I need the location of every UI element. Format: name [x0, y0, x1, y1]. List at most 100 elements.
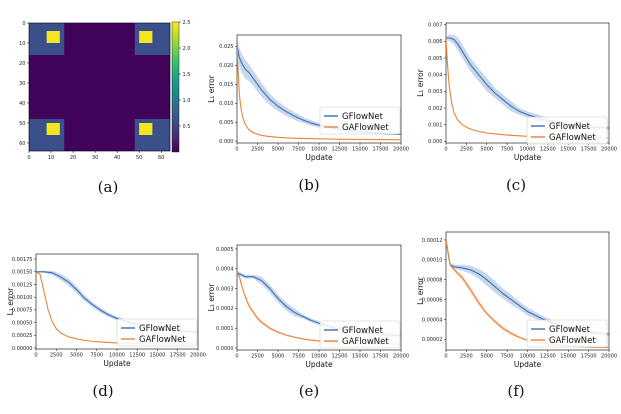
colorbar-tick-label: 1.5	[183, 72, 191, 78]
y-axis-label: L₁ error	[416, 276, 425, 305]
y-tick-label: 0.005	[219, 120, 233, 126]
y-axis-label: L₁ error	[207, 74, 216, 103]
x-tick-label: 5000	[480, 354, 493, 360]
x-tick-label: 5000	[272, 147, 285, 153]
legend-label-gflownet: GFlowNet	[549, 325, 591, 335]
y-tick-label: 0.00010	[422, 258, 443, 264]
y-tick-label: 0.00175	[12, 257, 33, 263]
x-axis-label: Update	[305, 153, 333, 162]
y-tick-label: 0.006	[428, 39, 442, 45]
y-tick-label: 0.00025	[12, 333, 33, 339]
x-tick-label: 5000	[480, 147, 493, 153]
y-tick-label: 0.00000	[12, 346, 33, 352]
x-tick-label: 0	[444, 147, 447, 153]
y-tick-label: 0.025	[219, 44, 233, 50]
caption-e: (e)	[299, 382, 320, 400]
x-tick-label: 7500	[501, 147, 514, 153]
colorbar-tick-label: 1.0	[183, 98, 191, 104]
x-tick-label: 60	[158, 155, 164, 161]
line-chart-panel-c: 0 2500 5000 7500 10000 12500 15000 17500 20000 0.…	[416, 22, 617, 194]
y-tick-label: 0.00002	[422, 337, 443, 343]
band-gflownet	[237, 270, 401, 338]
x-tick-label: 0	[235, 147, 238, 153]
y-axis-label: L₁ error	[207, 283, 216, 312]
legend-box	[526, 319, 608, 348]
x-tick-label: 12500	[540, 354, 556, 360]
x-tick-label: 10000	[109, 353, 125, 359]
legend-label-gaflownet: GAFlowNet	[549, 133, 596, 143]
x-tick-label: 7500	[501, 354, 514, 360]
y-tick-label: 0.007	[428, 22, 442, 28]
colorbar-tick-label: 2.5	[183, 20, 191, 26]
y-tick-label: 0.00006	[422, 297, 443, 303]
band-gflownet	[36, 270, 198, 334]
x-tick-label: 10	[48, 155, 54, 161]
y-tick-label: 0.00150	[12, 270, 33, 276]
x-tick-label: 15000	[352, 354, 368, 360]
x-tick-label: 7500	[292, 354, 305, 360]
x-tick-label: 10000	[520, 147, 536, 153]
y-tick-label: 30	[19, 81, 25, 87]
caption-a: (a)	[98, 178, 119, 196]
x-tick-label: 0	[34, 353, 37, 359]
legend-box	[526, 116, 608, 145]
y-axis-label: L₁ error	[416, 68, 425, 97]
x-axis-label: Update	[305, 360, 333, 369]
x-tick-label: 17500	[581, 354, 597, 360]
y-tick-label: 0.0002	[216, 306, 234, 312]
caption-f: (f)	[507, 382, 524, 400]
x-tick-label: 20000	[190, 353, 206, 359]
x-tick-label: 5000	[70, 353, 83, 359]
x-tick-label: 10000	[311, 147, 327, 153]
y-tick-label: 20	[19, 61, 25, 67]
x-tick-label: 12500	[129, 353, 145, 359]
line-chart-panel-e: 0 2500 5000 7500 10000 12500 15000 17500 20000 0.…	[207, 244, 409, 400]
y-tick-label: 0.000	[219, 139, 233, 145]
legend-label-gaflownet: GAFlowNet	[342, 123, 389, 133]
heatmap-peak-cell	[46, 123, 60, 135]
y-tick-label: 0.00100	[12, 295, 33, 301]
legend-label-gaflownet: GAFlowNet	[342, 337, 389, 347]
y-tick-label: 0.00004	[422, 317, 443, 323]
x-tick-label: 7500	[90, 353, 103, 359]
y-tick-label: 0.003	[428, 89, 442, 95]
y-tick-label: 0.0001	[216, 326, 234, 332]
x-axis-label: Update	[514, 153, 542, 162]
x-tick-label: 10000	[311, 354, 327, 360]
legend-box	[116, 318, 198, 347]
y-tick-label: 0	[22, 21, 25, 27]
x-tick-label: 17500	[373, 147, 389, 153]
x-tick-label: 17500	[373, 354, 389, 360]
heatmap-peak-cell	[139, 31, 153, 43]
x-tick-label: 2500	[251, 147, 264, 153]
y-tick-label: 60	[19, 141, 25, 147]
y-tick-label: 0.004	[428, 72, 442, 78]
x-tick-label: 2500	[50, 353, 63, 359]
x-tick-label: 0	[27, 155, 30, 161]
x-tick-label: 2500	[251, 354, 264, 360]
x-tick-label: 0	[444, 354, 447, 360]
x-tick-label: 12500	[332, 354, 348, 360]
caption-c: (c)	[506, 176, 526, 194]
y-tick-label: 0.00075	[12, 308, 33, 314]
x-tick-label: 0	[235, 354, 238, 360]
colorbar-tick-label: 0.5	[183, 124, 191, 130]
x-tick-label: 20000	[601, 354, 617, 360]
legend-box	[319, 320, 401, 349]
x-tick-label: 10000	[520, 354, 536, 360]
y-tick-label: 0.0004	[216, 267, 234, 273]
legend-label-gflownet: GFlowNet	[342, 326, 384, 336]
x-tick-label: 20	[70, 155, 76, 161]
x-tick-label: 30	[92, 155, 98, 161]
colorbar	[171, 21, 180, 153]
y-tick-label: 0.00008	[422, 278, 443, 284]
x-tick-label: 12500	[332, 147, 348, 153]
y-tick-label: 10	[19, 41, 25, 47]
y-tick-label: 50	[19, 121, 25, 127]
legend-box	[319, 106, 401, 135]
caption-d: (d)	[92, 382, 113, 400]
y-tick-label: 0.00012	[422, 238, 443, 244]
x-tick-label: 2500	[460, 147, 473, 153]
line-chart-panel-d: 0 2500 5000 7500 10000 12500 15000 17500 20000 0.…	[6, 253, 206, 400]
